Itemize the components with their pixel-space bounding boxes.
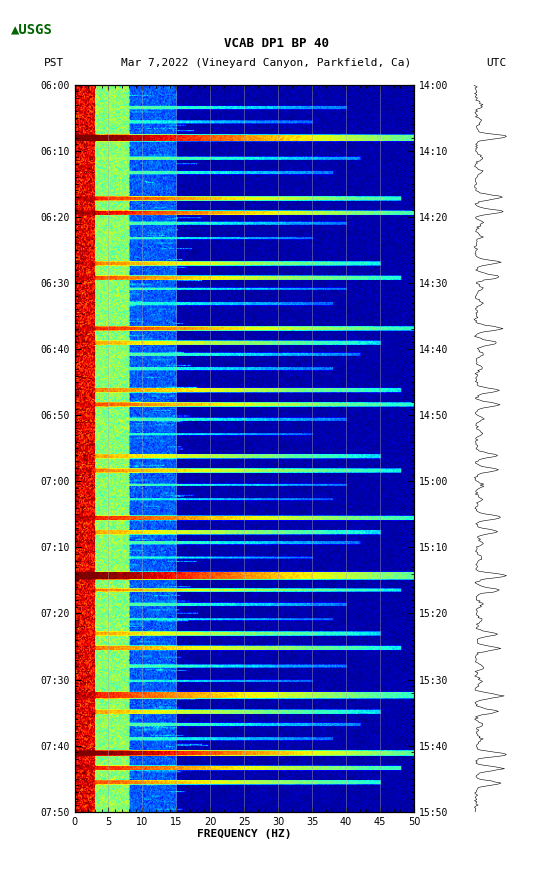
Text: VCAB DP1 BP 40: VCAB DP1 BP 40 (224, 37, 328, 51)
X-axis label: FREQUENCY (HZ): FREQUENCY (HZ) (197, 830, 291, 839)
Text: ▲USGS: ▲USGS (11, 22, 53, 37)
Text: Mar 7,2022 (Vineyard Canyon, Parkfield, Ca): Mar 7,2022 (Vineyard Canyon, Parkfield, … (121, 58, 412, 68)
Text: UTC: UTC (486, 58, 506, 68)
Text: PST: PST (44, 58, 65, 68)
